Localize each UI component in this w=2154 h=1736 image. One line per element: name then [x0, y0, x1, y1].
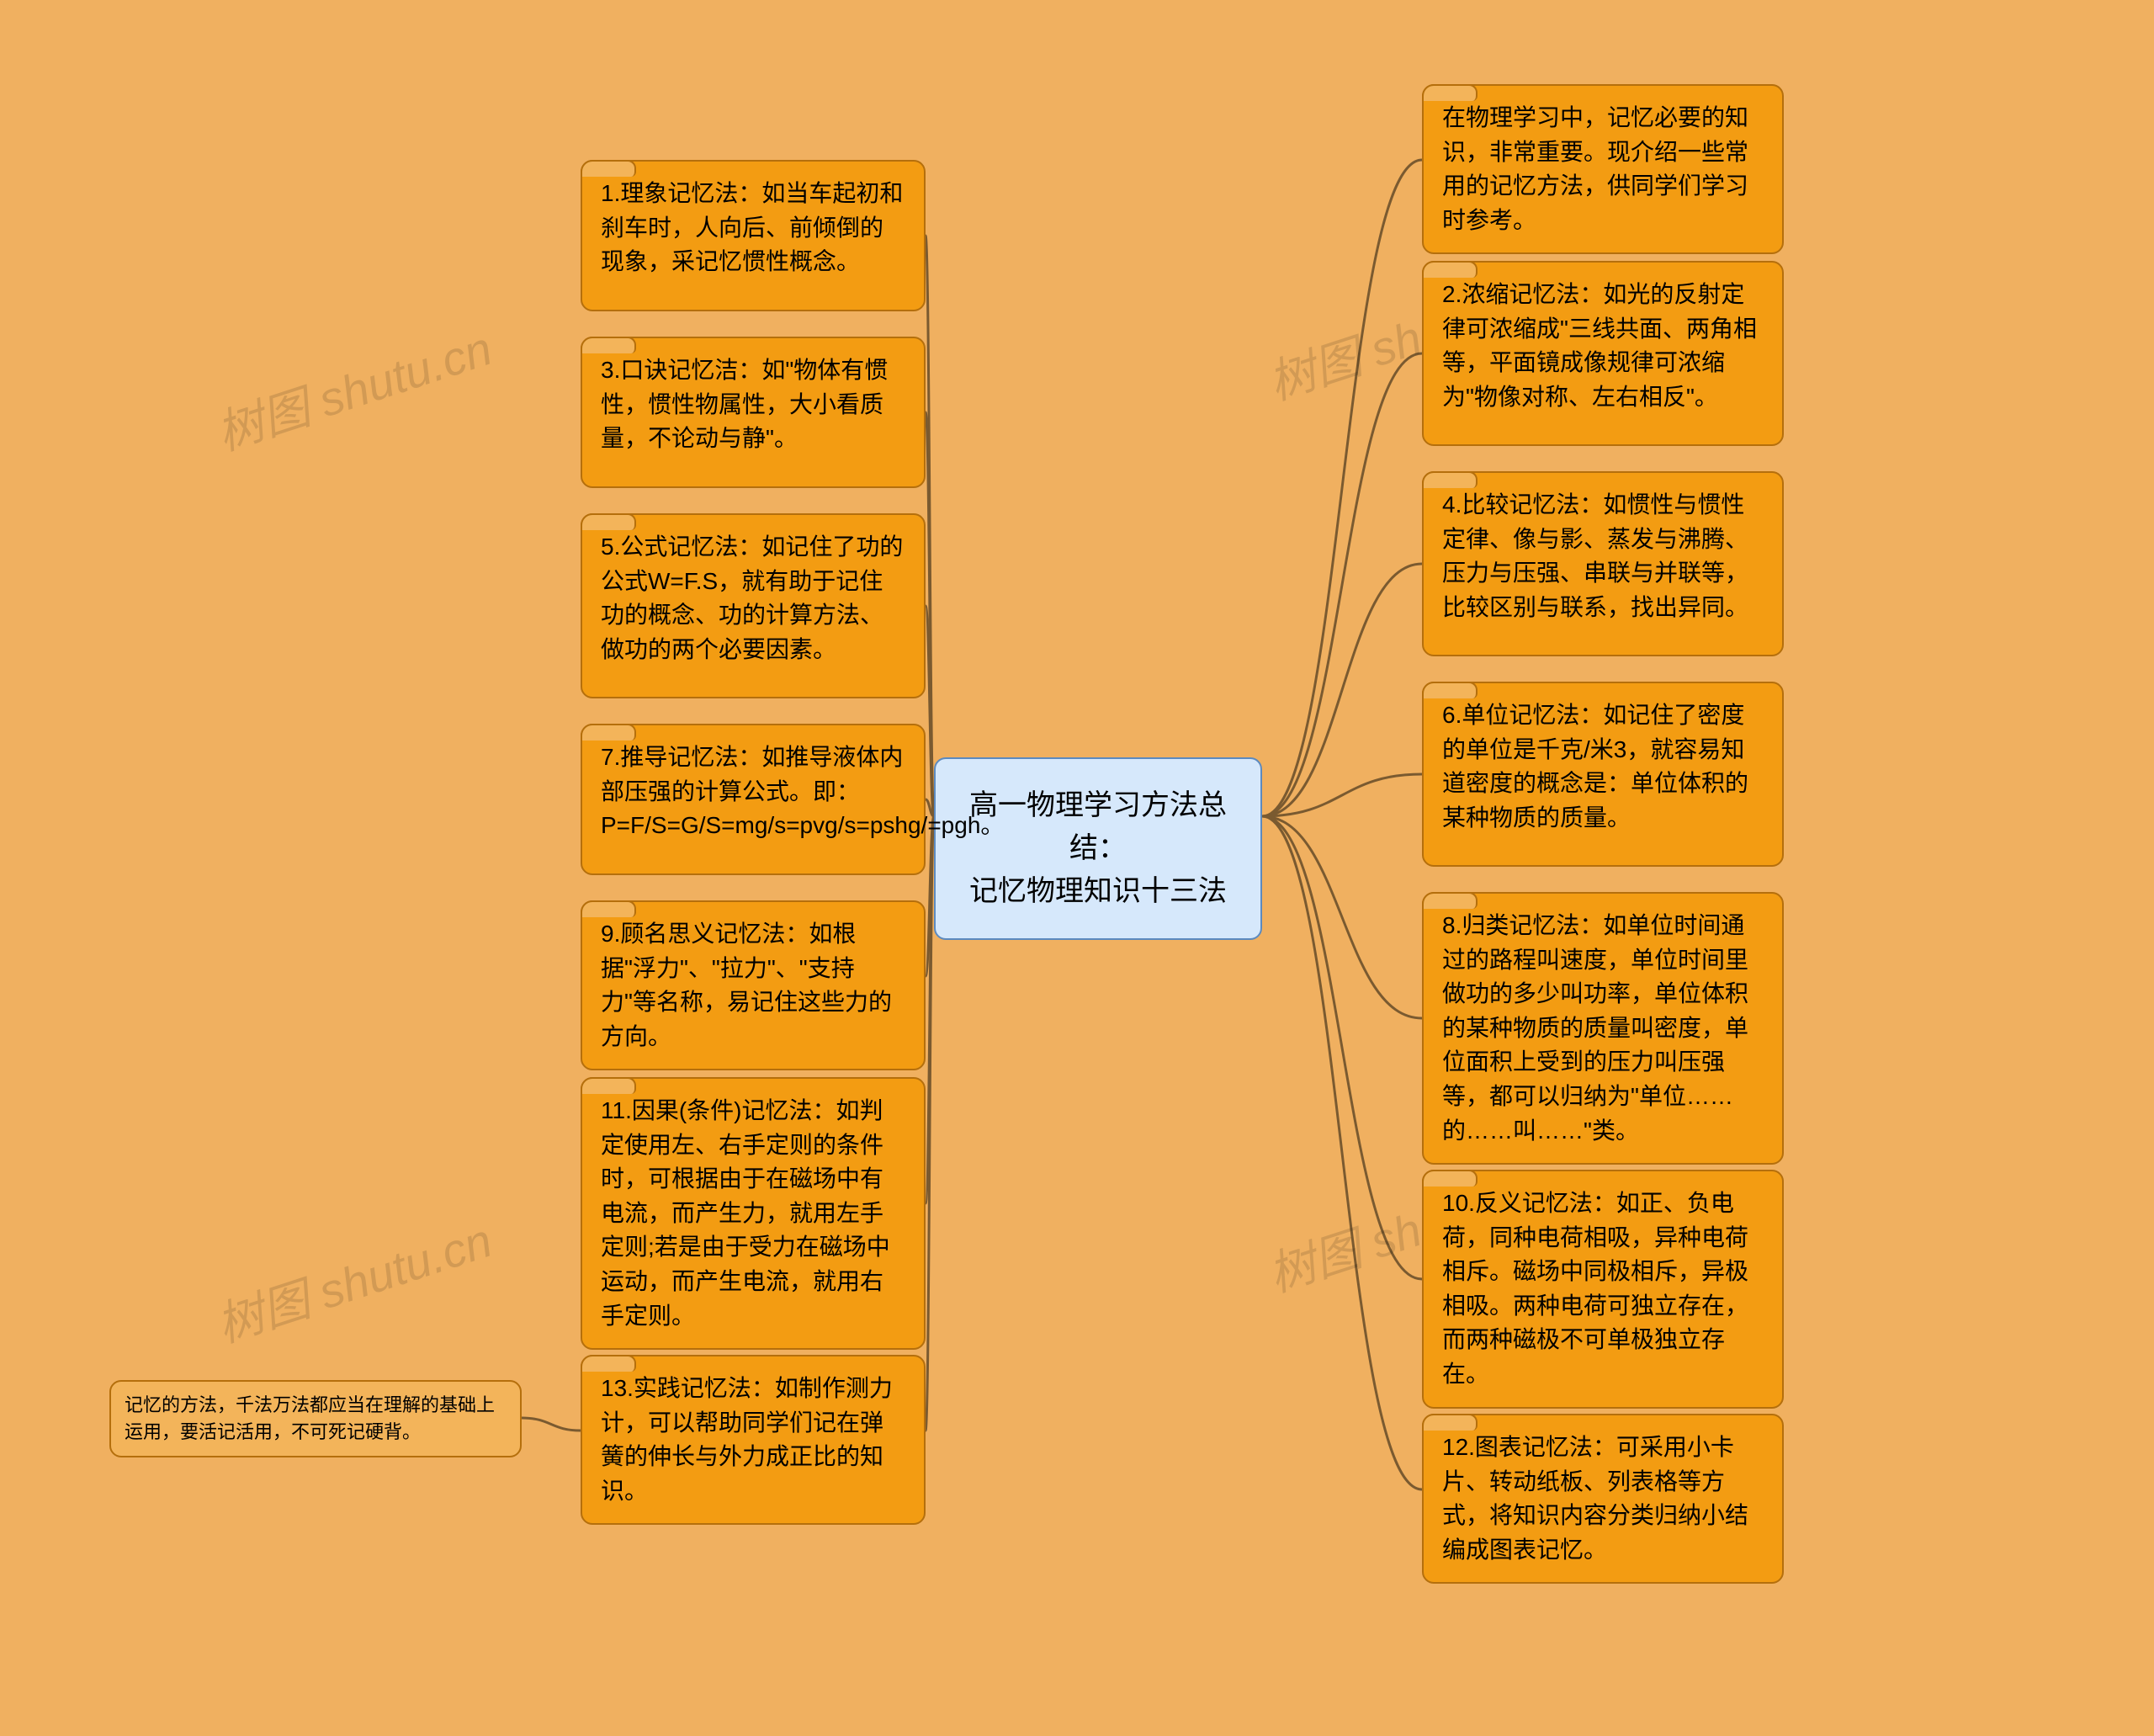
branch-text: 12.图表记忆法：可采用小卡片、转动纸板、列表格等方式，将知识内容分类归纳小结编… — [1442, 1434, 1748, 1563]
node-tab-icon — [1422, 84, 1478, 101]
branch-node-5[interactable]: 5.公式记忆法：如记住了功的公式W=F.S，就有助于记住功的概念、功的计算方法、… — [581, 513, 926, 698]
sub-text: 记忆的方法，千法万法都应当在理解的基础上运用，要活记活用，不可死记硬背。 — [125, 1394, 495, 1442]
branch-text: 10.反义记忆法：如正、负电荷，同种电荷相吸，异种电荷相斥。磁场中同极相斥，异极… — [1442, 1190, 1748, 1387]
branch-text: 3.口诀记忆洁：如"物体有惯性，惯性物属性，大小看质量，不论动与静"。 — [601, 357, 888, 451]
branch-text: 4.比较记忆法：如惯性与惯性定律、像与影、蒸发与沸腾、压力与压强、串联与并联等，… — [1442, 491, 1748, 620]
branch-node-7[interactable]: 7.推导记忆法：如推导液体内部压强的计算公式。即：P=F/S=G/S=mg/s=… — [581, 724, 926, 875]
sub-node-summary[interactable]: 记忆的方法，千法万法都应当在理解的基础上运用，要活记活用，不可死记硬背。 — [109, 1380, 522, 1457]
branch-node-13[interactable]: 13.实践记忆法：如制作测力计，可以帮助同学们记在弹簧的伸长与外力成正比的知识。 — [581, 1355, 926, 1525]
node-tab-icon — [1422, 892, 1478, 909]
node-tab-icon — [581, 160, 636, 177]
branch-node-6[interactable]: 6.单位记忆法：如记住了密度的单位是千克/米3，就容易知道密度的概念是：单位体积… — [1422, 682, 1784, 867]
node-tab-icon — [1422, 261, 1478, 278]
node-tab-icon — [581, 900, 636, 917]
node-tab-icon — [581, 724, 636, 741]
branch-text: 6.单位记忆法：如记住了密度的单位是千克/米3，就容易知道密度的概念是：单位体积… — [1442, 702, 1748, 831]
node-tab-icon — [581, 337, 636, 353]
branch-node-10[interactable]: 10.反义记忆法：如正、负电荷，同种电荷相吸，异种电荷相斥。磁场中同极相斥，异极… — [1422, 1170, 1784, 1409]
node-tab-icon — [1422, 682, 1478, 698]
node-tab-icon — [1422, 1414, 1478, 1431]
node-tab-icon — [1422, 471, 1478, 488]
branch-text: 在物理学习中，记忆必要的知识，非常重要。现介绍一些常用的记忆方法，供同学们学习时… — [1442, 104, 1748, 233]
node-tab-icon — [581, 513, 636, 530]
branch-text: 9.顾名思义记忆法：如根据"浮力"、"拉力"、"支持力"等名称，易记住这些力的方… — [601, 921, 892, 1049]
branch-node-3[interactable]: 3.口诀记忆洁：如"物体有惯性，惯性物属性，大小看质量，不论动与静"。 — [581, 337, 926, 488]
watermark: 树图 shutu.cn — [207, 1203, 500, 1356]
branch-node-1[interactable]: 1.理象记忆法：如当车起初和刹车时，人向后、前倾倒的现象，采记忆惯性概念。 — [581, 160, 926, 311]
branch-text: 13.实践记忆法：如制作测力计，可以帮助同学们记在弹簧的伸长与外力成正比的知识。 — [601, 1375, 893, 1504]
branch-node-2[interactable]: 2.浓缩记忆法：如光的反射定律可浓缩成"三线共面、两角相等，平面镜成像规律可浓缩… — [1422, 261, 1784, 446]
node-tab-icon — [581, 1077, 636, 1094]
branch-node-8[interactable]: 8.归类记忆法：如单位时间通过的路程叫速度，单位时间里做功的多少叫功率，单位体积… — [1422, 892, 1784, 1165]
center-node[interactable]: 高一物理学习方法总结： 记忆物理知识十三法 — [934, 757, 1262, 940]
branch-text: 2.浓缩记忆法：如光的反射定律可浓缩成"三线共面、两角相等，平面镜成像规律可浓缩… — [1442, 281, 1757, 410]
branch-text: 1.理象记忆法：如当车起初和刹车时，人向后、前倾倒的现象，采记忆惯性概念。 — [601, 180, 903, 274]
branch-text: 5.公式记忆法：如记住了功的公式W=F.S，就有助于记住功的概念、功的计算方法、… — [601, 534, 903, 662]
branch-text: 8.归类记忆法：如单位时间通过的路程叫速度，单位时间里做功的多少叫功率，单位体积… — [1442, 912, 1748, 1144]
branch-node-9[interactable]: 9.顾名思义记忆法：如根据"浮力"、"拉力"、"支持力"等名称，易记住这些力的方… — [581, 900, 926, 1070]
branch-node-12[interactable]: 12.图表记忆法：可采用小卡片、转动纸板、列表格等方式，将知识内容分类归纳小结编… — [1422, 1414, 1784, 1584]
branch-node-11[interactable]: 11.因果(条件)记忆法：如判定使用左、右手定则的条件时，可根据由于在磁场中有电… — [581, 1077, 926, 1350]
node-tab-icon — [1422, 1170, 1478, 1187]
node-tab-icon — [581, 1355, 636, 1372]
mindmap-canvas: 树图 shutu.cn 树图 shutu.cn 树图 shutu.cn 树图 s… — [0, 0, 2154, 1736]
center-title-line2: 记忆物理知识十三法 — [959, 870, 1237, 913]
branch-node-4[interactable]: 4.比较记忆法：如惯性与惯性定律、像与影、蒸发与沸腾、压力与压强、串联与并联等，… — [1422, 471, 1784, 656]
branch-node-intro[interactable]: 在物理学习中，记忆必要的知识，非常重要。现介绍一些常用的记忆方法，供同学们学习时… — [1422, 84, 1784, 254]
branch-text: 11.因果(条件)记忆法：如判定使用左、右手定则的条件时，可根据由于在磁场中有电… — [601, 1097, 890, 1329]
watermark: 树图 shutu.cn — [207, 311, 500, 465]
